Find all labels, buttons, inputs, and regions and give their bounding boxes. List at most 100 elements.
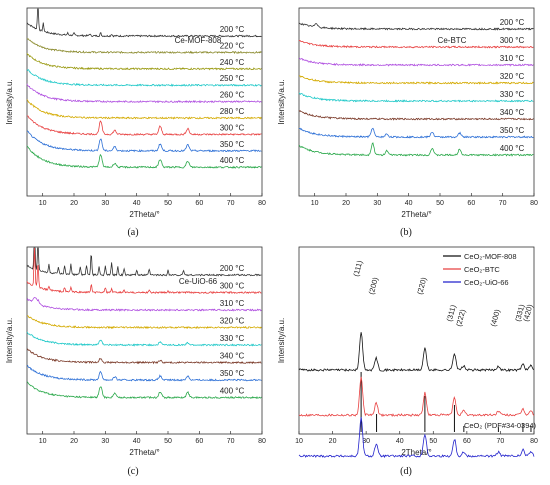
series-line bbox=[298, 92, 534, 103]
series-label: 320 °C bbox=[500, 72, 525, 81]
series-line bbox=[26, 247, 262, 294]
series-line bbox=[26, 99, 262, 120]
series-label: 200 °C bbox=[500, 18, 525, 27]
x-tick-label: 60 bbox=[463, 438, 471, 445]
x-tick-label: 40 bbox=[133, 200, 141, 207]
x-tick-label: 10 bbox=[39, 438, 47, 445]
x-tick-label: 10 bbox=[311, 200, 319, 207]
series-label: 300 °C bbox=[500, 36, 525, 45]
series-line bbox=[298, 39, 534, 49]
x-axis-title: 2Theta/° bbox=[129, 210, 159, 219]
series-line bbox=[298, 376, 535, 417]
x-tick-label: 60 bbox=[195, 200, 203, 207]
series-line bbox=[26, 115, 262, 136]
series-label: 400 °C bbox=[500, 144, 525, 153]
plot-frame bbox=[26, 7, 263, 197]
x-tick-label: 60 bbox=[195, 438, 203, 445]
series-line bbox=[298, 110, 534, 121]
series-line bbox=[298, 75, 534, 85]
series-label: 340 °C bbox=[220, 352, 245, 361]
series-line bbox=[26, 8, 262, 38]
series-label: 220 °C bbox=[220, 41, 245, 50]
panel-b: 10 20 30 40 50 60 70 80 2Theta/° Intensity/a.u. (b… bbox=[277, 7, 538, 238]
x-tick-label: 20 bbox=[342, 200, 350, 207]
series-line bbox=[26, 145, 262, 169]
series-label: 240 °C bbox=[220, 58, 245, 67]
series-label: 350 °C bbox=[220, 140, 245, 149]
x-tick-label: 20 bbox=[329, 438, 337, 445]
panel-c: 10 20 30 40 50 60 70 80 2Theta/° Intensity/a.u. (c… bbox=[5, 246, 266, 477]
legend-entry: CeO₂-BTC bbox=[464, 265, 500, 274]
x-tick-label: 10 bbox=[295, 438, 303, 445]
reference-label: CeO₂ (PDF#34-0394) bbox=[464, 421, 537, 430]
x-tick-label: 30 bbox=[373, 200, 381, 207]
panel-title: Ce-MOF-808 bbox=[175, 36, 222, 45]
y-axis-title: Intensity/a.u. bbox=[277, 318, 286, 363]
series-line bbox=[298, 416, 535, 459]
series-label: 300 °C bbox=[220, 123, 245, 132]
series-line bbox=[26, 247, 262, 277]
plot-frame bbox=[298, 7, 535, 197]
series-label: 310 °C bbox=[220, 299, 245, 308]
series-line bbox=[298, 142, 534, 157]
legend-entry: CeO₂-MOF-808 bbox=[464, 252, 517, 261]
panel-d: 10 20 30 40 50 60 70 80 2Theta/° Intensity/a.u. (d… bbox=[277, 246, 538, 477]
x-tick-label: 20 bbox=[70, 200, 78, 207]
series-line bbox=[26, 130, 262, 153]
x-tick-label: 40 bbox=[396, 438, 404, 445]
series-label: 300 °C bbox=[220, 282, 245, 291]
series-label: 200 °C bbox=[220, 264, 245, 273]
y-axis-title: Intensity/a.u. bbox=[277, 79, 286, 124]
x-axis-title: 2Theta/° bbox=[401, 448, 431, 457]
x-tick-label: 40 bbox=[133, 438, 141, 445]
series-label: 200 °C bbox=[220, 25, 245, 34]
x-tick-label: 50 bbox=[436, 200, 444, 207]
series-line bbox=[298, 127, 534, 139]
panel-title: Ce-UiO-66 bbox=[179, 277, 218, 286]
series-label: 340 °C bbox=[500, 108, 525, 117]
panel-letter: (c) bbox=[127, 466, 138, 477]
y-axis-title: Intensity/a.u. bbox=[5, 79, 14, 124]
panel-letter: (b) bbox=[400, 227, 412, 238]
series-line bbox=[26, 83, 262, 104]
panel-a: 10 20 30 40 50 60 70 80 2Theta/° Intensity/a.u. (a… bbox=[5, 7, 266, 238]
legend-entry: CeO₂-UiO-66 bbox=[464, 278, 509, 287]
x-tick-label: 70 bbox=[227, 438, 235, 445]
peak-label: (220) bbox=[415, 276, 428, 296]
panel-letter: (d) bbox=[400, 466, 412, 477]
plot-frame bbox=[298, 246, 535, 435]
series-line bbox=[26, 38, 262, 55]
x-axis-title: 2Theta/° bbox=[129, 448, 159, 457]
peak-label: (311) bbox=[445, 303, 458, 322]
x-tick-label: 40 bbox=[405, 200, 413, 207]
x-tick-label: 70 bbox=[227, 200, 235, 207]
series-line bbox=[26, 381, 262, 400]
series-label: 310 °C bbox=[500, 54, 525, 63]
series-line bbox=[26, 69, 262, 87]
series-line bbox=[26, 315, 262, 330]
series-label: 280 °C bbox=[220, 107, 245, 116]
series-line bbox=[298, 22, 534, 31]
series-line bbox=[26, 364, 262, 382]
x-tick-label: 80 bbox=[530, 200, 538, 207]
x-tick-label: 50 bbox=[429, 438, 437, 445]
plot-frame bbox=[26, 246, 263, 435]
peak-label: (400) bbox=[489, 308, 502, 328]
series-label: 330 °C bbox=[500, 90, 525, 99]
series-line bbox=[26, 348, 262, 365]
x-tick-label: 80 bbox=[258, 200, 266, 207]
peak-label: (200) bbox=[367, 276, 380, 296]
series-line bbox=[26, 296, 262, 312]
series-label: 350 °C bbox=[220, 369, 245, 378]
x-tick-label: 80 bbox=[530, 438, 538, 445]
x-tick-label: 60 bbox=[467, 200, 475, 207]
x-tick-label: 30 bbox=[362, 438, 370, 445]
x-tick-label: 10 bbox=[39, 200, 47, 207]
series-line bbox=[26, 52, 262, 71]
peak-label: (111) bbox=[351, 259, 364, 278]
series-line bbox=[298, 332, 535, 373]
series-label: 350 °C bbox=[500, 126, 525, 135]
x-tick-label: 30 bbox=[101, 200, 109, 207]
panel-letter: (a) bbox=[127, 227, 138, 238]
